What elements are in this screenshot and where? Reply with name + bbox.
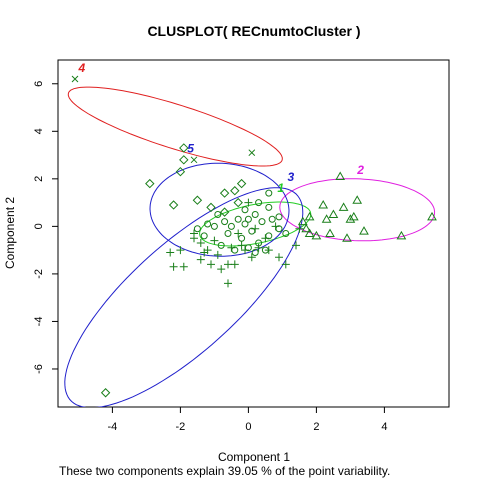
data-point xyxy=(249,150,255,156)
data-point xyxy=(251,225,259,233)
cluster-4-label: 4 xyxy=(77,61,85,75)
data-point xyxy=(201,233,207,239)
data-point xyxy=(282,260,290,268)
data-point xyxy=(190,230,198,238)
data-point xyxy=(234,230,242,238)
data-point xyxy=(217,265,225,273)
data-point xyxy=(194,226,200,232)
data-point xyxy=(235,216,241,222)
data-point xyxy=(231,260,239,268)
y-tick-label: 0 xyxy=(33,223,45,229)
data-point xyxy=(197,256,205,264)
data-point xyxy=(275,253,283,261)
data-point xyxy=(234,199,242,207)
data-point xyxy=(397,232,405,239)
plot-area: 1 2 3 4 5 xyxy=(65,61,436,408)
data-point xyxy=(170,201,178,209)
y-tick-label: 2 xyxy=(33,176,45,182)
data-point xyxy=(207,203,215,211)
cluster-3-ellipse xyxy=(65,188,303,408)
data-point xyxy=(238,241,246,249)
y-tick-label: 4 xyxy=(33,128,45,134)
data-point xyxy=(276,214,282,220)
data-point xyxy=(292,241,300,249)
y-tick-label: -2 xyxy=(33,269,45,279)
data-point xyxy=(319,201,327,208)
y-tick-label: 6 xyxy=(33,81,45,87)
cluster-labels: 1 2 3 4 5 xyxy=(77,61,364,195)
cluster-5-ellipse xyxy=(150,163,289,256)
x-tick-label: -2 xyxy=(176,421,186,433)
data-point xyxy=(146,180,154,188)
data-point xyxy=(360,227,368,234)
data-point xyxy=(228,223,234,229)
x-tick-label: 4 xyxy=(381,421,387,433)
x-tick-label: -4 xyxy=(108,421,118,433)
y-axis: -6 -4 -2 0 2 4 6 xyxy=(33,81,58,374)
data-point xyxy=(248,253,256,261)
data-point xyxy=(193,196,201,204)
y-tick-label: -4 xyxy=(33,317,45,327)
data-point xyxy=(353,196,361,203)
data-point xyxy=(211,223,217,229)
data-point xyxy=(102,389,110,397)
data-point xyxy=(227,244,235,252)
data-point xyxy=(170,263,178,271)
x-axis: -4 -2 0 2 4 xyxy=(108,407,388,433)
cluster-3-label: 3 xyxy=(288,170,295,184)
data-point xyxy=(259,219,265,225)
data-point xyxy=(221,189,229,197)
data-point xyxy=(272,222,280,230)
data-point xyxy=(191,157,197,163)
data-point xyxy=(176,246,184,254)
data-point xyxy=(266,204,272,210)
data-point xyxy=(340,203,348,210)
x-tick-label: 0 xyxy=(245,421,251,433)
data-point xyxy=(269,216,275,222)
data-point xyxy=(239,235,245,241)
x-axis-label: Component 1 xyxy=(218,450,290,464)
variability-note: These two components explain 39.05 % of … xyxy=(59,464,390,478)
data-point xyxy=(72,76,78,82)
data-point xyxy=(242,207,248,213)
data-point xyxy=(326,230,334,237)
data-point xyxy=(238,180,246,188)
data-point xyxy=(323,215,331,222)
data-point xyxy=(225,231,231,237)
data-point xyxy=(207,260,215,268)
data-point xyxy=(214,251,222,259)
y-axis-label: Component 2 xyxy=(3,197,17,269)
cluster-1-label: 1 xyxy=(277,181,284,195)
data-point xyxy=(180,263,188,271)
data-point xyxy=(266,190,272,196)
cluster-ellipses xyxy=(65,87,435,408)
data-point xyxy=(180,156,188,164)
chart-title: CLUSPLOT( RECnumtoCluster ) xyxy=(147,23,360,39)
data-point xyxy=(231,187,239,195)
data-point xyxy=(166,249,174,257)
cluster-2-label: 2 xyxy=(356,163,364,177)
data-point xyxy=(329,210,337,217)
data-point xyxy=(222,219,228,225)
data-point xyxy=(252,211,258,217)
y-tick-label: -6 xyxy=(33,364,45,374)
data-point xyxy=(245,216,251,222)
x-tick-label: 2 xyxy=(313,421,319,433)
data-point xyxy=(256,200,262,206)
data-point xyxy=(224,279,232,287)
cluster-5-label: 5 xyxy=(187,142,194,156)
data-points xyxy=(72,76,436,397)
